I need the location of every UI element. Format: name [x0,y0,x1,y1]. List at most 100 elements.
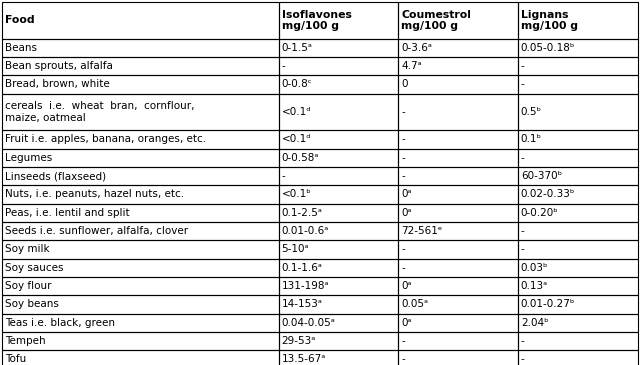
Text: Fruit i.e. apples, banana, oranges, etc.: Fruit i.e. apples, banana, oranges, etc. [5,134,206,145]
Text: 0.13ᵃ: 0.13ᵃ [521,281,548,291]
Bar [518,258,638,277]
Bar [2,222,278,240]
Text: 0ᵃ: 0ᵃ [401,281,412,291]
Bar [398,185,518,204]
Bar [518,2,638,39]
Text: 29-53ᵃ: 29-53ᵃ [282,336,316,346]
Text: 0.1-1.6ᵃ: 0.1-1.6ᵃ [282,263,323,273]
Bar [398,277,518,295]
Bar [398,130,518,149]
Text: 5-10ᵃ: 5-10ᵃ [282,245,309,254]
Text: 0-1.5ᵃ: 0-1.5ᵃ [282,43,312,53]
Text: Soy flour: Soy flour [5,281,51,291]
Bar [2,57,278,75]
Text: 0.01-0.27ᵇ: 0.01-0.27ᵇ [521,299,575,310]
Text: Lignans
mg/100 g: Lignans mg/100 g [521,10,578,31]
Text: 60-370ᵇ: 60-370ᵇ [521,171,562,181]
Bar [398,222,518,240]
Text: -: - [401,336,405,346]
Bar [398,2,518,39]
Bar [278,167,398,185]
Bar [278,222,398,240]
Text: Legumes: Legumes [5,153,52,163]
Bar [2,277,278,295]
Bar [518,130,638,149]
Bar [398,258,518,277]
Text: 4.7ᵃ: 4.7ᵃ [401,61,422,71]
Bar [398,240,518,258]
Bar [2,240,278,258]
Text: 0.05ᵃ: 0.05ᵃ [401,299,428,310]
Text: -: - [521,61,525,71]
Bar [278,94,398,130]
Bar [2,75,278,94]
Bar [518,350,638,365]
Text: -: - [401,263,405,273]
Text: -: - [282,61,285,71]
Bar [398,314,518,332]
Bar [278,39,398,57]
Bar [518,57,638,75]
Text: Soy milk: Soy milk [5,245,50,254]
Bar [278,295,398,314]
Bar [398,149,518,167]
Text: 0.02-0.33ᵇ: 0.02-0.33ᵇ [521,189,575,199]
Text: cereals  i.e.  wheat  bran,  cornflour,
maize, oatmeal: cereals i.e. wheat bran, cornflour, maiz… [5,101,195,123]
Bar [278,332,398,350]
Bar [2,295,278,314]
Bar [2,258,278,277]
Text: 0.03ᵇ: 0.03ᵇ [521,263,548,273]
Text: 0.04-0.05ᵃ: 0.04-0.05ᵃ [282,318,335,328]
Text: Isoflavones
mg/100 g: Isoflavones mg/100 g [282,10,351,31]
Text: Coumestrol
mg/100 g: Coumestrol mg/100 g [401,10,471,31]
Bar [2,39,278,57]
Bar [278,57,398,75]
Bar [2,130,278,149]
Text: Tofu: Tofu [5,354,26,364]
Text: <0.1ᵈ: <0.1ᵈ [282,107,311,117]
Bar [518,277,638,295]
Bar [2,350,278,365]
Text: 0: 0 [401,80,408,89]
Text: 0ᵃ: 0ᵃ [401,318,412,328]
Text: 2.04ᵇ: 2.04ᵇ [521,318,548,328]
Bar [398,39,518,57]
Bar [278,314,398,332]
Text: -: - [521,354,525,364]
Text: 0.01-0.6ᵃ: 0.01-0.6ᵃ [282,226,329,236]
Text: 0ᵃ: 0ᵃ [401,189,412,199]
Bar [518,222,638,240]
Text: -: - [401,354,405,364]
Bar [518,167,638,185]
Bar [398,75,518,94]
Bar [278,350,398,365]
Bar [2,314,278,332]
Text: -: - [401,153,405,163]
Bar [2,204,278,222]
Bar [398,295,518,314]
Text: 0ᵃ: 0ᵃ [401,208,412,218]
Text: 131-198ᵃ: 131-198ᵃ [282,281,329,291]
Bar [398,94,518,130]
Bar [518,295,638,314]
Text: 0.5ᵇ: 0.5ᵇ [521,107,542,117]
Text: 0.05-0.18ᵇ: 0.05-0.18ᵇ [521,43,575,53]
Text: 72-561ᵉ: 72-561ᵉ [401,226,442,236]
Bar [278,130,398,149]
Bar [2,185,278,204]
Text: Nuts, i.e. peanuts, hazel nuts, etc.: Nuts, i.e. peanuts, hazel nuts, etc. [5,189,184,199]
Text: <0.1ᵇ: <0.1ᵇ [282,189,312,199]
Text: -: - [521,153,525,163]
Bar [2,94,278,130]
Bar [398,204,518,222]
Bar [2,149,278,167]
Text: Soy beans: Soy beans [5,299,59,310]
Bar [278,277,398,295]
Text: Soy sauces: Soy sauces [5,263,63,273]
Bar [518,94,638,130]
Bar [278,204,398,222]
Text: 0-0.8ᶜ: 0-0.8ᶜ [282,80,312,89]
Bar [518,240,638,258]
Text: -: - [521,245,525,254]
Bar [518,75,638,94]
